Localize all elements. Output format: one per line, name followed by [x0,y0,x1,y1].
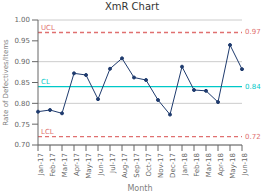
svg-text:Jun-17: Jun-17 [97,153,105,176]
svg-text:May-18: May-18 [229,153,237,179]
svg-text:0.85: 0.85 [14,79,30,87]
svg-text:Mar-17: Mar-17 [61,153,69,177]
svg-text:0.70: 0.70 [14,141,30,149]
svg-text:Sep-17: Sep-17 [133,153,141,178]
svg-text:CL: CL [41,78,50,86]
svg-text:Jan-17: Jan-17 [37,153,45,176]
svg-text:May-17: May-17 [85,153,93,179]
svg-text:0.75: 0.75 [14,121,30,129]
svg-text:Dec-17: Dec-17 [169,153,177,178]
svg-text:Aug-17: Aug-17 [121,153,129,178]
svg-text:Oct-17: Oct-17 [145,153,153,177]
html-text:XmR Chart: XmR Chart [104,1,160,12]
svg-text:Nov-17: Nov-17 [157,153,165,178]
svg-text:Month: Month [127,184,152,191]
svg-text:Mar-18: Mar-18 [205,153,213,177]
svg-text:0.97: 0.97 [245,28,256,36]
svg-text:Rate of Defectives/Items: Rate of Defectives/Items [8,39,10,126]
svg-text:UCL: UCL [41,24,55,32]
svg-text:Jan-18: Jan-18 [181,153,189,176]
svg-text:0.80: 0.80 [14,100,30,108]
svg-text:Apr-17: Apr-17 [73,153,81,176]
svg-text:0.84: 0.84 [245,83,256,91]
svg-text:Jun-18: Jun-18 [241,153,249,176]
svg-text:LCL: LCL [41,128,54,136]
svg-text:Feb-18: Feb-18 [193,153,201,177]
svg-text:Jul-17: Jul-17 [109,153,117,174]
svg-text:0.90: 0.90 [14,58,30,66]
svg-text:Feb-17: Feb-17 [49,153,57,177]
svg-text:Apr-18: Apr-18 [217,153,225,176]
svg-text:0.72: 0.72 [245,133,256,141]
svg-text:0.95: 0.95 [14,37,30,45]
svg-text:1.00: 1.00 [14,16,30,24]
